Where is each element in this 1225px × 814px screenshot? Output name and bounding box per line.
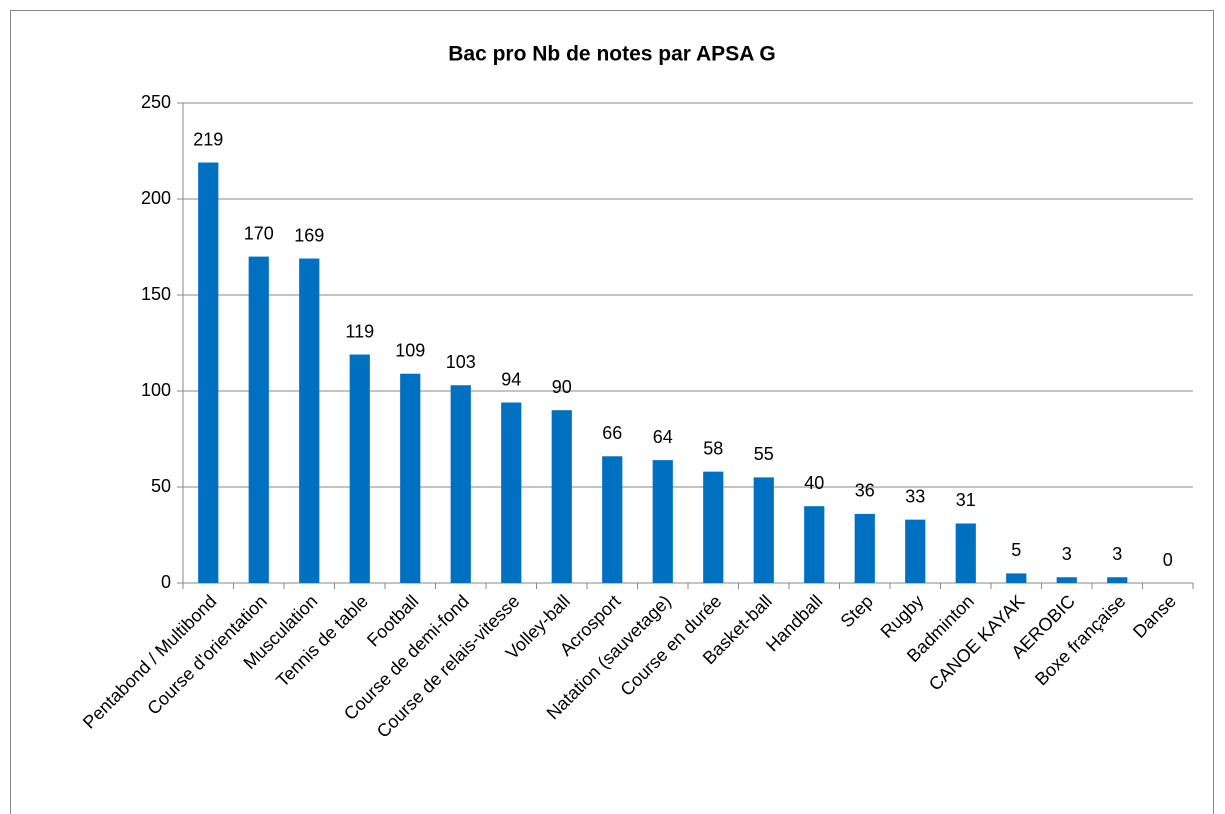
bar bbox=[299, 258, 320, 583]
data-label: 169 bbox=[294, 225, 324, 245]
y-tick-label: 50 bbox=[151, 476, 171, 496]
chart-title: Bac pro Nb de notes par APSA G bbox=[448, 43, 776, 66]
data-label: 0 bbox=[1163, 550, 1173, 570]
data-label: 3 bbox=[1062, 544, 1072, 564]
y-tick-label: 150 bbox=[141, 284, 171, 304]
bar bbox=[703, 471, 724, 583]
y-tick-label: 100 bbox=[141, 380, 171, 400]
data-label: 66 bbox=[602, 423, 622, 443]
data-label: 55 bbox=[754, 444, 774, 464]
bar bbox=[804, 506, 825, 583]
data-label: 90 bbox=[552, 377, 572, 397]
data-label: 58 bbox=[703, 438, 723, 458]
bar bbox=[905, 519, 926, 583]
bar bbox=[501, 402, 522, 583]
bar bbox=[854, 513, 875, 583]
y-tick-label: 0 bbox=[161, 572, 171, 592]
data-label: 40 bbox=[804, 473, 824, 493]
bar bbox=[551, 410, 572, 583]
data-label: 5 bbox=[1011, 540, 1021, 560]
bar bbox=[400, 373, 421, 583]
data-label: 36 bbox=[855, 481, 875, 501]
data-label: 33 bbox=[905, 486, 925, 506]
bar bbox=[652, 460, 673, 583]
y-tick-label: 250 bbox=[141, 92, 171, 112]
bar bbox=[955, 523, 976, 583]
bar bbox=[198, 162, 219, 583]
data-label: 103 bbox=[446, 352, 476, 372]
bar bbox=[602, 456, 623, 583]
bar bbox=[1056, 577, 1077, 583]
data-label: 170 bbox=[244, 223, 274, 243]
data-label: 219 bbox=[193, 129, 223, 149]
bar bbox=[248, 256, 269, 583]
data-label: 119 bbox=[345, 321, 374, 341]
bar bbox=[1107, 577, 1128, 583]
bar bbox=[1006, 573, 1027, 583]
bar bbox=[753, 477, 774, 583]
bar bbox=[450, 385, 471, 583]
y-tick-label: 200 bbox=[141, 188, 171, 208]
data-label: 31 bbox=[956, 490, 976, 510]
data-label: 3 bbox=[1112, 544, 1122, 564]
data-label: 109 bbox=[395, 340, 425, 360]
bar bbox=[349, 354, 370, 583]
data-label: 64 bbox=[653, 427, 673, 447]
chart-frame bbox=[10, 10, 1214, 814]
data-label: 94 bbox=[501, 369, 521, 389]
